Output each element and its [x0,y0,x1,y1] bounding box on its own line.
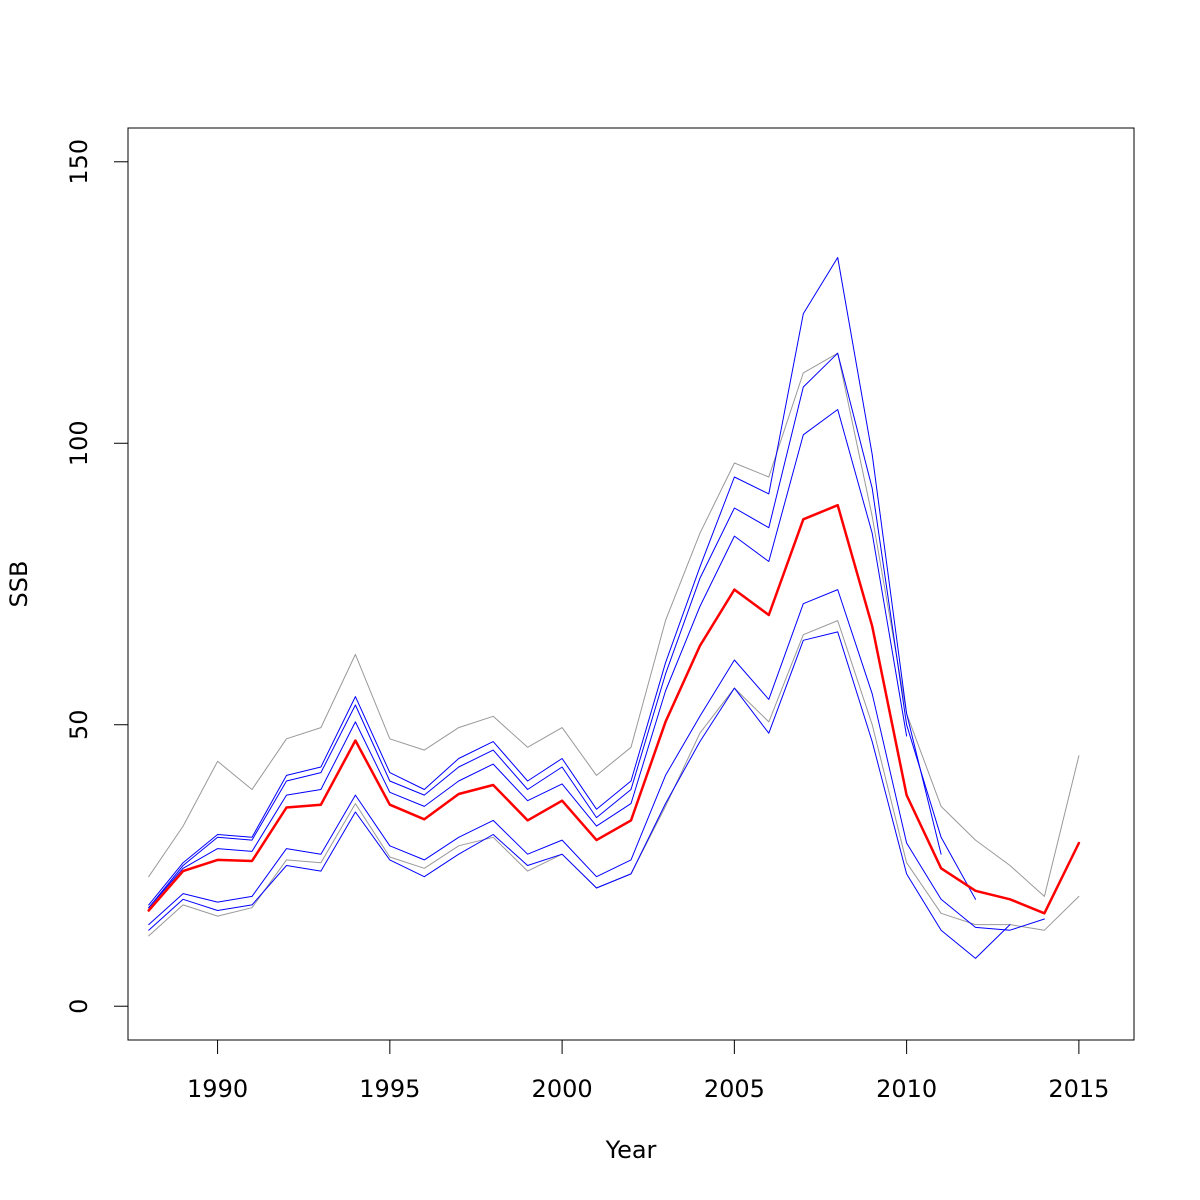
series-line-6 [148,589,1045,931]
x-axis: 1990 1995 2000 2005 2010 2015 [187,1039,1109,1103]
series-line-2 [148,620,1080,937]
y-axis: 0 50 100 150 [65,139,129,1014]
x-tick-label: 2015 [1048,1075,1109,1103]
y-tick-label: 0 [65,999,93,1014]
y-axis-label: SSB [5,561,33,608]
series-line-3 [148,257,942,906]
x-tick-label: 2000 [532,1075,593,1103]
series-layer [147,257,1081,959]
series-line-1 [148,352,1080,897]
y-tick-label: 50 [65,709,93,740]
y-tick-label: 100 [65,420,93,466]
x-axis-label: Year [605,1136,657,1164]
x-tick-label: 2005 [704,1075,765,1103]
series-line-5 [148,409,908,909]
y-tick-label: 150 [65,139,93,185]
series-line-4 [148,352,976,909]
series-line-7 [148,631,1011,959]
x-tick-label: 1990 [187,1075,248,1103]
plot-area-border [127,127,1135,1041]
x-tick-label: 1995 [359,1075,420,1103]
series-line-8 [147,503,1081,915]
x-tick-label: 2010 [876,1075,937,1103]
